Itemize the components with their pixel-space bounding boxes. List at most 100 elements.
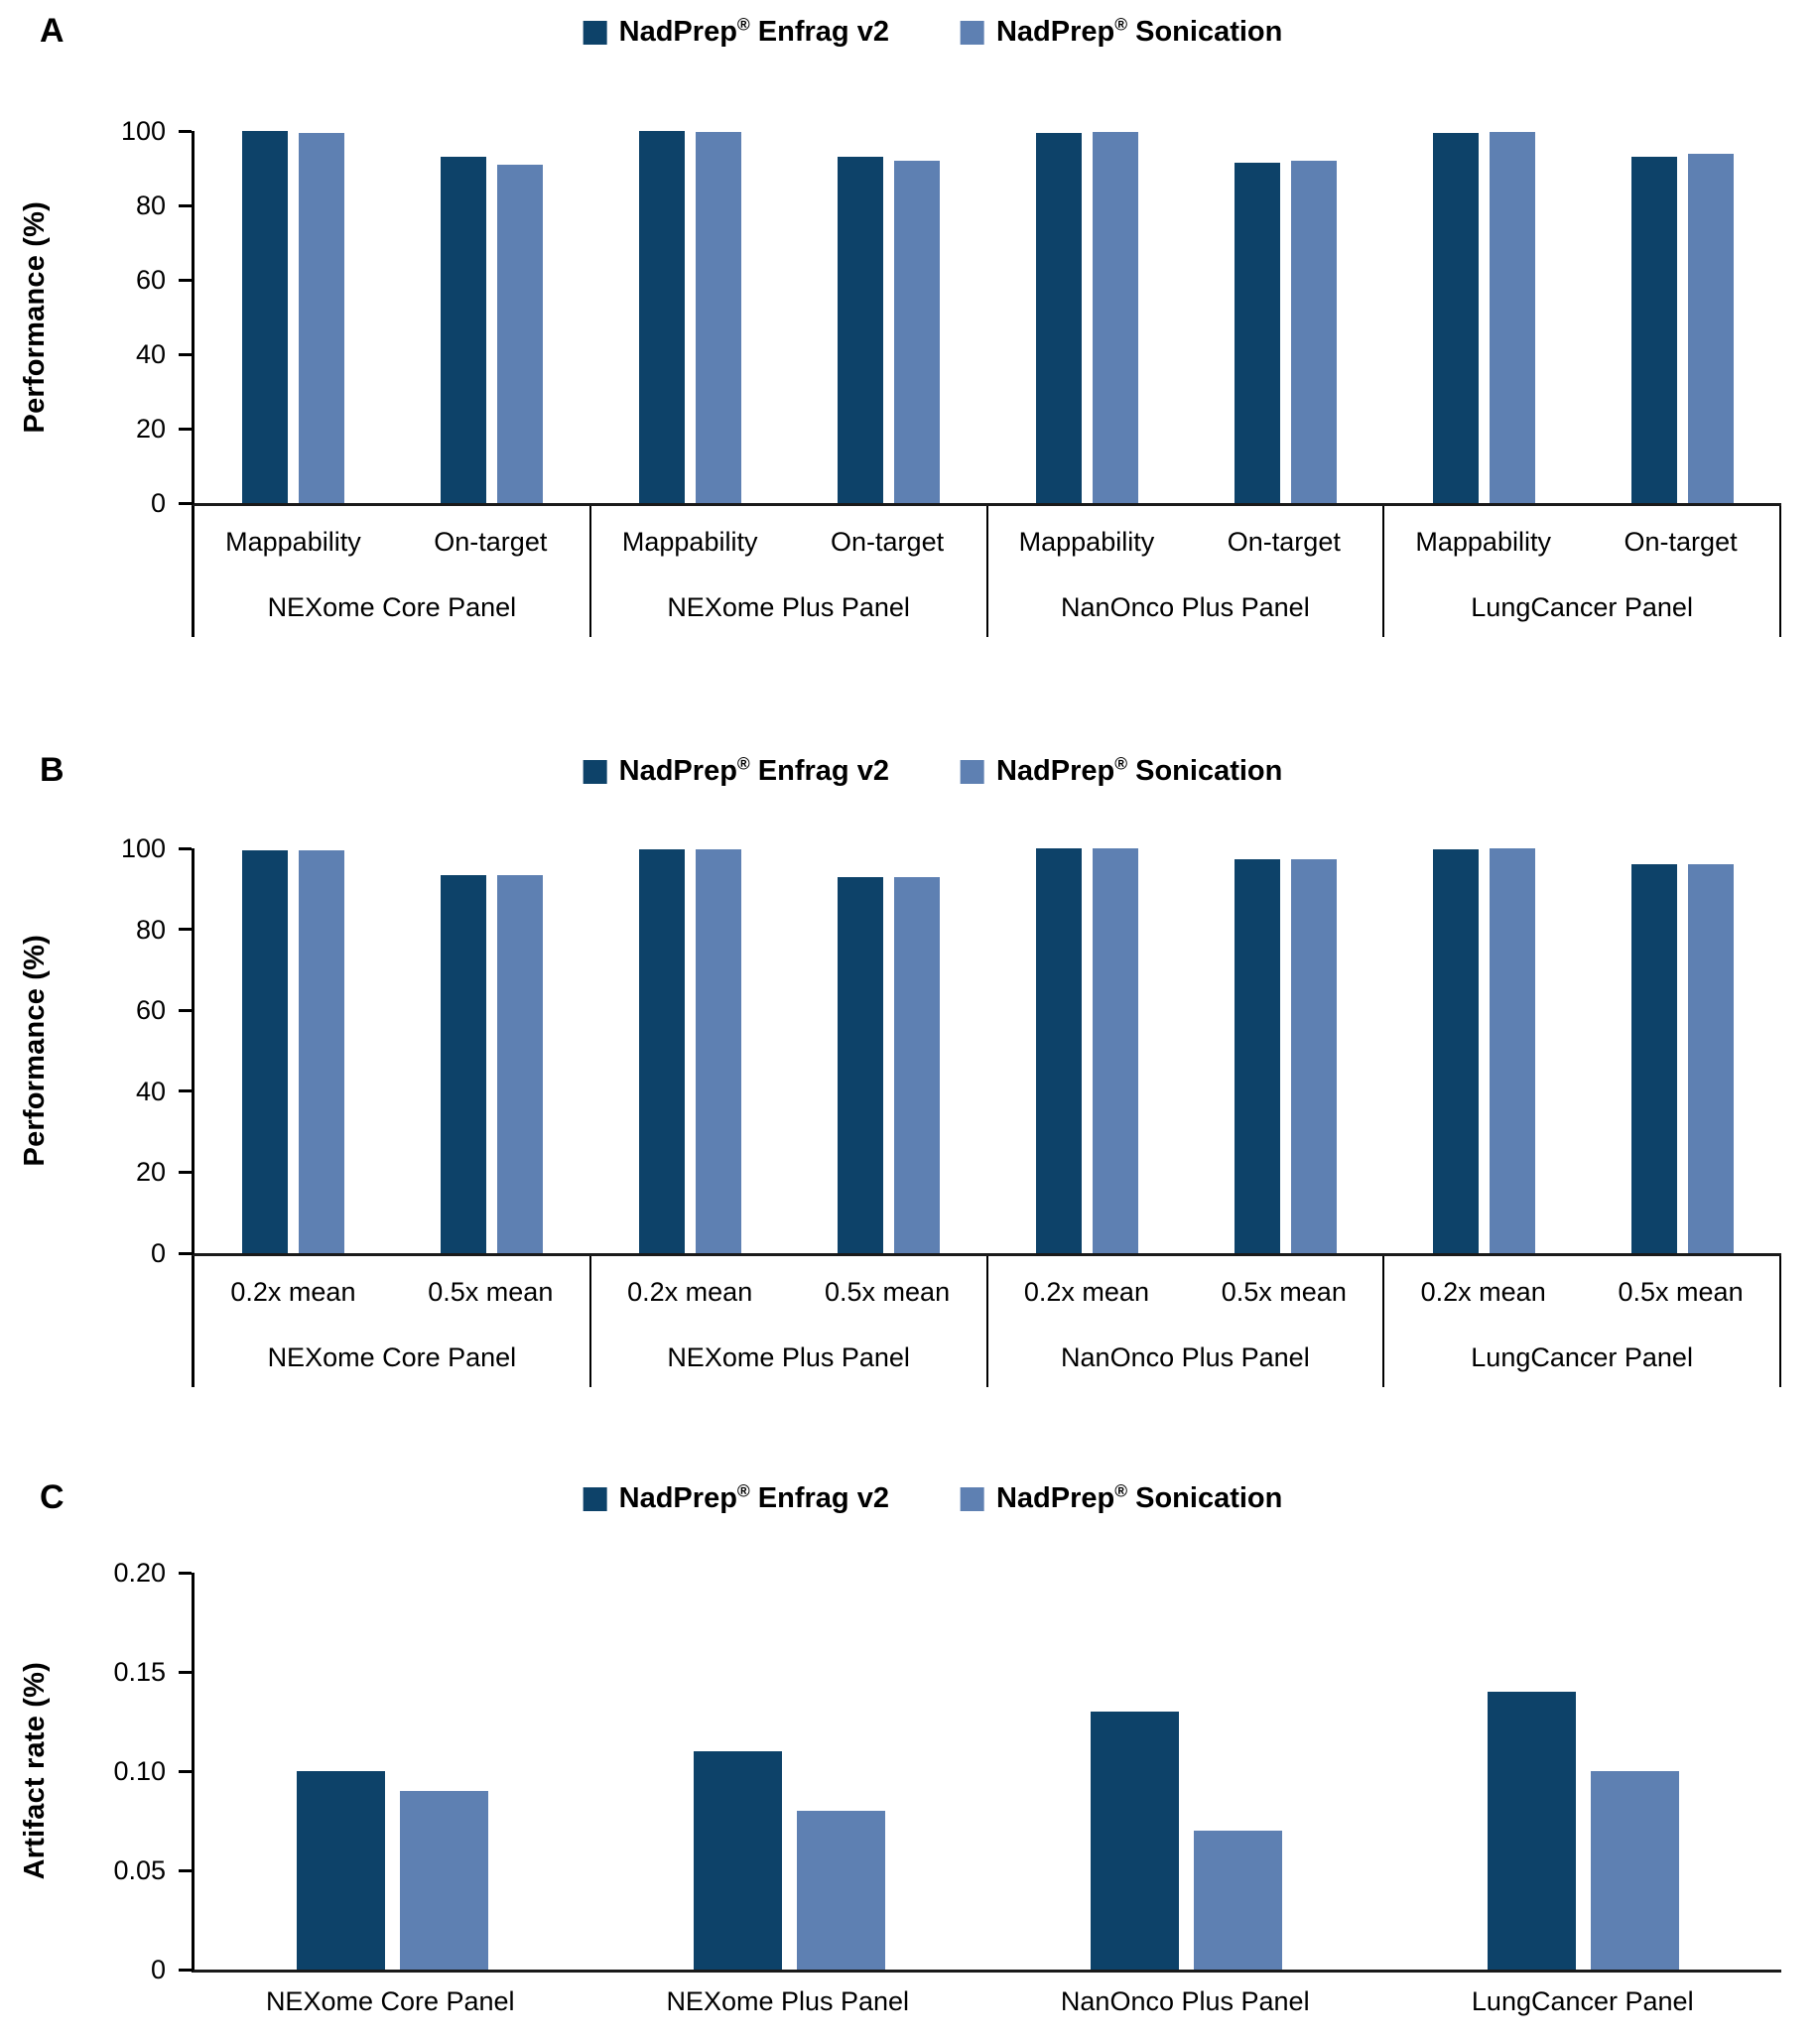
panel-category-cell: 0.2x mean 0.5x mean NEXome Core Panel bbox=[195, 1256, 591, 1387]
legend-a: NadPrep® Enfrag v2 NadPrep® Sonication bbox=[583, 14, 1283, 49]
panel-category-cell: 0.2x mean 0.5x mean NEXome Plus Panel bbox=[591, 1256, 988, 1387]
bar-enfrag bbox=[1487, 1692, 1576, 1970]
panel-label: NEXome Plus Panel bbox=[667, 591, 910, 622]
chart-c-y-axis-title: Artifact rate (%) bbox=[18, 1662, 51, 1880]
bar-enfrag bbox=[1035, 848, 1082, 1253]
bar-sonication bbox=[894, 876, 941, 1253]
panel-group bbox=[988, 848, 1385, 1253]
y-tick-label: 0.20 bbox=[113, 1558, 166, 1588]
bar-enfrag bbox=[1234, 162, 1280, 503]
category-label: Mappability bbox=[621, 526, 758, 557]
chart-c-header: C NadPrep® Enfrag v2 NadPrep® Sonication bbox=[0, 1478, 1820, 1530]
y-tick-mark bbox=[179, 1571, 192, 1575]
category-label: 0.5x mean bbox=[428, 1276, 554, 1307]
category-label: 0.5x mean bbox=[1618, 1276, 1744, 1307]
sonication-swatch-icon bbox=[960, 759, 984, 784]
bar-enfrag bbox=[1630, 864, 1677, 1253]
y-tick-mark bbox=[179, 1769, 192, 1773]
legend-label-sonication: NadPrep® Sonication bbox=[995, 753, 1283, 787]
bar-sonication bbox=[1687, 153, 1734, 503]
panel-letter-a: A bbox=[40, 12, 65, 50]
chart-c-ylabel-cell: Artifact rate (%) bbox=[0, 1573, 69, 1970]
panel-group bbox=[195, 1573, 591, 1970]
category-label: 0.2x mean bbox=[1420, 1276, 1546, 1307]
enfrag-swatch-icon bbox=[583, 20, 607, 45]
bar-cluster bbox=[393, 874, 591, 1253]
bar-sonication bbox=[696, 849, 742, 1253]
chart-c: Artifact rate (%) 0.20 0.15 0.10 0.05 0 NEXo… bbox=[0, 1558, 1781, 2017]
category-label: 0.5x mean bbox=[825, 1276, 951, 1307]
legend-label-sonication: NadPrep® Sonication bbox=[995, 14, 1283, 48]
panel-group bbox=[1384, 131, 1781, 503]
bar-enfrag bbox=[242, 131, 289, 503]
legend-label-enfrag: NadPrep® Enfrag v2 bbox=[618, 1480, 889, 1514]
bar-cluster bbox=[591, 1751, 988, 1970]
chart-b: Performance (%) 100 80 60 40 20 0 0.2x mean 0.… bbox=[0, 833, 1781, 1387]
bar-enfrag bbox=[838, 876, 884, 1253]
category-axis-box: Mappability On-target NEXome Core Panel Map… bbox=[192, 506, 1781, 637]
sonication-swatch-icon bbox=[960, 1486, 984, 1511]
y-tick-mark bbox=[179, 1170, 192, 1174]
chart-a-plot: Mappability On-target NEXome Core Panel Map… bbox=[179, 129, 1781, 637]
bar-sonication bbox=[299, 132, 345, 503]
panel-category-cell: Mappability On-target NanOnco Plus Panel bbox=[988, 506, 1385, 637]
bars-area bbox=[192, 131, 1781, 506]
bars-area bbox=[192, 1573, 1781, 1973]
panel-group bbox=[988, 1573, 1385, 1970]
category-label: On-target bbox=[1624, 526, 1738, 557]
panel-category-cell: Mappability On-target NEXome Core Panel bbox=[195, 506, 591, 637]
panel-group bbox=[1384, 1573, 1781, 1970]
category-label: 0.2x mean bbox=[1023, 1276, 1149, 1307]
bar-sonication bbox=[497, 164, 544, 503]
category-label: 0.5x mean bbox=[1221, 1276, 1347, 1307]
bar-sonication bbox=[1489, 848, 1535, 1253]
bar-cluster bbox=[1583, 864, 1781, 1253]
panel-label: LungCancer Panel bbox=[1471, 1341, 1693, 1372]
category-label: On-target bbox=[831, 526, 945, 557]
panel-label: NEXome Plus Panel bbox=[667, 1341, 910, 1372]
chart-b-ytick-labels: 100 80 60 40 20 0 bbox=[69, 833, 192, 1268]
panel-group bbox=[591, 131, 988, 503]
y-tick-mark bbox=[179, 203, 192, 207]
bar-sonication bbox=[1290, 859, 1337, 1253]
chart-a: Performance (%) 100 80 60 40 20 0 Mappability… bbox=[0, 116, 1781, 637]
bar-cluster bbox=[195, 1771, 591, 1970]
panel-label: NanOnco Plus Panel bbox=[1061, 1341, 1310, 1372]
bar-cluster bbox=[1186, 161, 1384, 503]
y-tick-label: 0 bbox=[150, 488, 166, 518]
panel-category-cell: 0.2x mean 0.5x mean LungCancer Panel bbox=[1384, 1256, 1781, 1387]
bar-enfrag bbox=[1432, 848, 1479, 1253]
legend-label-enfrag: NadPrep® Enfrag v2 bbox=[618, 753, 889, 787]
legend-b: NadPrep® Enfrag v2 NadPrep® Sonication bbox=[583, 753, 1283, 788]
bar-sonication bbox=[1687, 864, 1734, 1253]
chart-a-ylabel-cell: Performance (%) bbox=[0, 131, 69, 503]
chart-a-header: A NadPrep® Enfrag v2 NadPrep® Sonication bbox=[0, 12, 1820, 64]
bar-cluster bbox=[1186, 859, 1384, 1253]
x-axis-labels: NEXome Core Panel NEXome Plus Panel NanOnc… bbox=[192, 1986, 1781, 2017]
bar-sonication bbox=[299, 850, 345, 1253]
y-tick-label: 20 bbox=[135, 414, 166, 444]
panel-category-cell: Mappability On-target LungCancer Panel bbox=[1384, 506, 1781, 637]
y-tick-mark bbox=[179, 1868, 192, 1872]
bar-enfrag bbox=[1234, 859, 1280, 1253]
category-label: Mappability bbox=[1415, 526, 1551, 557]
chart-c-ytick-labels: 0.20 0.15 0.10 0.05 0 bbox=[69, 1558, 192, 1984]
panel-category-cell: Mappability On-target NEXome Plus Panel bbox=[591, 506, 988, 637]
bar-enfrag bbox=[242, 850, 289, 1253]
y-tick-label: 20 bbox=[135, 1157, 166, 1188]
bar-cluster bbox=[1384, 1692, 1781, 1970]
legend-c: NadPrep® Enfrag v2 NadPrep® Sonication bbox=[583, 1480, 1282, 1515]
y-tick-mark bbox=[179, 1008, 192, 1012]
y-tick-mark bbox=[179, 1089, 192, 1093]
bar-cluster bbox=[195, 850, 393, 1253]
bars-area bbox=[192, 848, 1781, 1256]
legend-item-sonication: NadPrep® Sonication bbox=[960, 753, 1283, 788]
category-label: Mappability bbox=[1018, 526, 1155, 557]
legend-label-enfrag: NadPrep® Enfrag v2 bbox=[618, 14, 889, 48]
legend-item-enfrag: NadPrep® Enfrag v2 bbox=[583, 753, 889, 788]
chart-c-plot: NEXome Core Panel NEXome Plus Panel NanOnc… bbox=[179, 1571, 1781, 2017]
bar-enfrag bbox=[1630, 157, 1677, 503]
legend-item-enfrag: NadPrep® Enfrag v2 bbox=[583, 1480, 889, 1515]
panel-group bbox=[591, 1573, 988, 1970]
bar-enfrag bbox=[1090, 1712, 1179, 1970]
